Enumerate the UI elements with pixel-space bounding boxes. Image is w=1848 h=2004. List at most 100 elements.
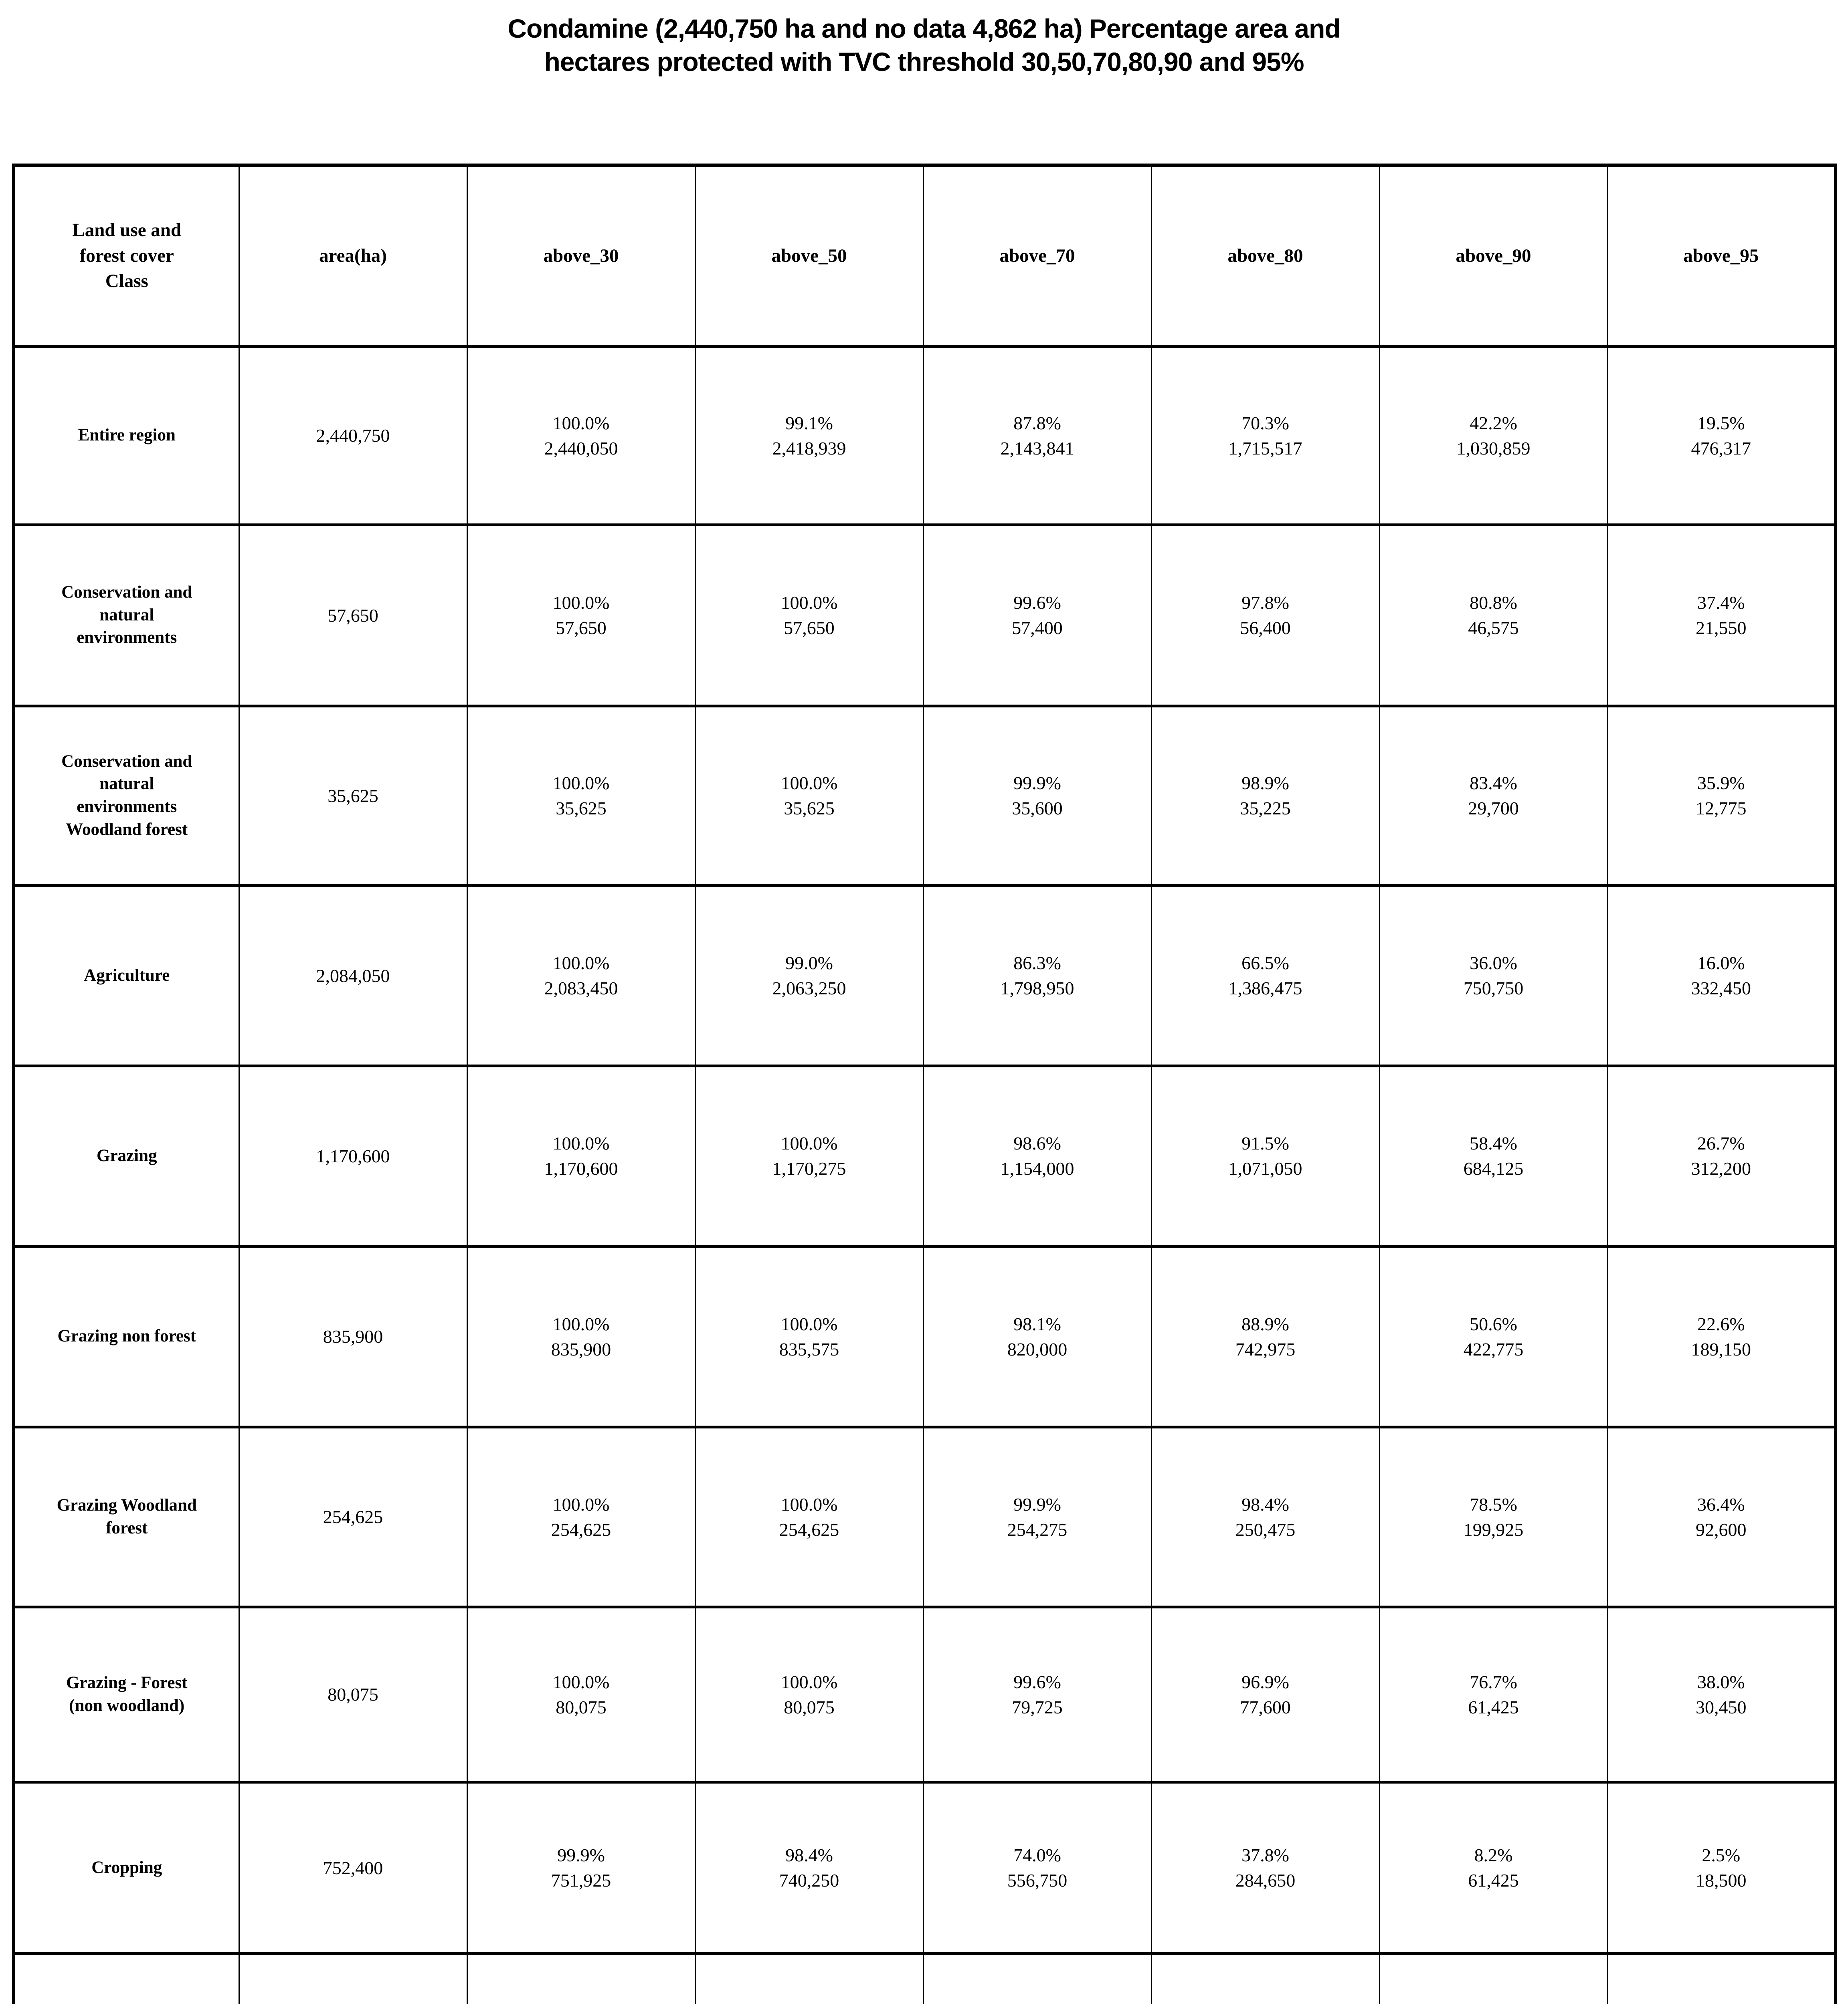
row-label: Grazing Woodland forest [57, 1495, 197, 1537]
threshold-cell: 8.2% 61,425 [1379, 1780, 1608, 1955]
hectares-value: 740,250 [779, 1870, 839, 1891]
threshold-cell: 100.0% 1,170,275 [694, 1064, 924, 1248]
threshold-cell: 58.4% 684,125 [1379, 1064, 1608, 1248]
percent-value: 96.9% [1241, 1671, 1289, 1692]
area-ha-value: 254,625 [323, 1507, 383, 1527]
area-ha-value: 35,625 [328, 785, 378, 806]
row-label: Entire region [78, 426, 176, 445]
table-row: Agriculture 2,084,050 100.0% 2,083,450 99.0%… [13, 884, 1836, 1067]
hectares-value: 35,625 [556, 798, 607, 818]
percent-value: 8.2% [1474, 1845, 1513, 1865]
percent-value: 26.7% [1697, 1133, 1745, 1154]
area-ha-cell: 57,650 [238, 523, 468, 707]
area-ha-value: 57,650 [328, 605, 378, 626]
row-label: Grazing [97, 1146, 157, 1165]
percent-value: 37.4% [1697, 592, 1745, 613]
col-header-land-use-class: Land use and forest cover Class [13, 164, 240, 348]
hectares-value: 30,450 [1696, 1697, 1747, 1717]
hectares-value: 751,925 [551, 1870, 611, 1891]
percent-value: 100.0% [552, 1133, 610, 1154]
threshold-cell: 76.7% 61,425 [1379, 1605, 1608, 1784]
percent-value: 100.0% [552, 953, 610, 973]
percent-value: 100.0% [780, 773, 838, 793]
threshold-cell: 42.2% 1,030,859 [1379, 345, 1608, 526]
page-title-line-2: hectares protected with TVC threshold 30… [544, 46, 1304, 77]
hectares-value: 820,000 [1007, 1339, 1068, 1360]
threshold-cell: 74.0% 556,750 [922, 1780, 1152, 1955]
percent-value: 98.6% [1013, 1133, 1061, 1154]
percent-value: 42.2% [1470, 412, 1517, 433]
area-ha-value: 835,900 [323, 1326, 383, 1347]
hectares-value: 35,225 [1240, 798, 1291, 818]
percent-value: 35.9% [1697, 773, 1745, 793]
table-row: Irrigation160,77599.9%160,65094.8%152,45… [13, 1952, 1836, 2004]
threshold-cell: 19.0%30,525 [1150, 1952, 1380, 2004]
hectares-value: 1,715,517 [1228, 438, 1302, 459]
threshold-cell: 100.0% 254,625 [466, 1425, 696, 1608]
table-row: Conservation and natural environments 57,… [13, 523, 1836, 707]
threshold-cell: 100.0% 80,075 [694, 1605, 924, 1784]
hectares-value: 284,650 [1235, 1870, 1296, 1891]
col-header-above-80: above_80 [1150, 164, 1380, 348]
col-header-above-70: above_70 [922, 164, 1152, 348]
threshold-cell: 100.0% 80,075 [466, 1605, 696, 1784]
col-header-text: above_90 [1456, 245, 1531, 267]
threshold-cell: 36.0% 750,750 [1379, 884, 1608, 1067]
percent-value: 100.0% [780, 592, 838, 613]
percent-value: 100.0% [552, 1671, 610, 1692]
percent-value: 83.4% [1470, 773, 1517, 793]
hectares-value: 57,650 [556, 618, 607, 638]
percent-value: 99.6% [1013, 1671, 1061, 1692]
threshold-cell: 94.8%152,450 [694, 1952, 924, 2004]
hectares-value: 476,317 [1691, 438, 1751, 459]
area-ha-value: 2,084,050 [316, 965, 390, 986]
hectares-value: 46,575 [1468, 618, 1519, 638]
hectares-value: 1,170,275 [772, 1158, 846, 1179]
hectares-value: 1,170,600 [544, 1158, 618, 1179]
percent-value: 99.9% [1013, 1494, 1061, 1515]
area-ha-cell: 752,400 [238, 1780, 468, 1955]
threshold-cell: 98.4% 250,475 [1150, 1425, 1380, 1608]
percent-value: 98.1% [1013, 1313, 1061, 1334]
threshold-cell: 99.9% 35,600 [922, 704, 1152, 887]
percent-value: 87.8% [1013, 412, 1061, 433]
percent-value: 58.4% [1470, 1133, 1517, 1154]
threshold-cell: 99.1% 2,418,939 [694, 345, 924, 526]
hectares-value: 92,600 [1696, 1519, 1747, 1540]
threshold-cell: 98.1% 820,000 [922, 1244, 1152, 1428]
threshold-cell: 99.9%160,650 [466, 1952, 696, 2004]
hectares-value: 2,083,450 [544, 978, 618, 998]
table-row: Grazing - Forest (non woodland) 80,075 100… [13, 1605, 1836, 1784]
table-row: Conservation and natural environments Wo… [13, 704, 1836, 887]
row-label: Grazing - Forest (non woodland) [66, 1673, 188, 1715]
hectares-value: 61,425 [1468, 1870, 1519, 1891]
hectares-value: 2,440,050 [544, 438, 618, 459]
percent-value: 80.8% [1470, 592, 1517, 613]
percent-value: 36.4% [1697, 1494, 1745, 1515]
area-ha-value: 752,400 [323, 1857, 383, 1878]
threshold-cell: 88.9% 742,975 [1150, 1244, 1380, 1428]
percent-value: 100.0% [780, 1133, 838, 1154]
row-label: Conservation and natural environments [61, 582, 192, 647]
hectares-value: 35,625 [784, 798, 835, 818]
row-label-cell: Conservation and natural environments [13, 523, 240, 707]
threshold-cell: 100.0% 835,900 [466, 1244, 696, 1428]
area-ha-cell: 80,075 [238, 1605, 468, 1784]
hectares-value: 61,425 [1468, 1697, 1519, 1717]
hectares-value: 835,575 [779, 1339, 839, 1360]
threshold-cell: 22.6% 189,150 [1607, 1244, 1836, 1428]
threshold-cell: 100.0% 35,625 [466, 704, 696, 887]
percent-value: 100.0% [552, 412, 610, 433]
percent-value: 98.4% [785, 1845, 833, 1865]
percent-value: 100.0% [780, 1313, 838, 1334]
col-header-text: above_95 [1683, 245, 1759, 267]
row-label: Cropping [91, 1858, 162, 1877]
threshold-cell: 54.7%87,950 [922, 1952, 1152, 2004]
percent-value: 100.0% [552, 1494, 610, 1515]
percent-value: 91.5% [1241, 1133, 1289, 1154]
hectares-value: 80,075 [784, 1697, 835, 1717]
percent-value: 99.0% [785, 953, 833, 973]
table-row: Grazing 1,170,600 100.0% 1,170,600 100.0% 1,1… [13, 1064, 1836, 1248]
percent-value: 99.1% [785, 412, 833, 433]
hectares-value: 684,125 [1463, 1158, 1524, 1179]
